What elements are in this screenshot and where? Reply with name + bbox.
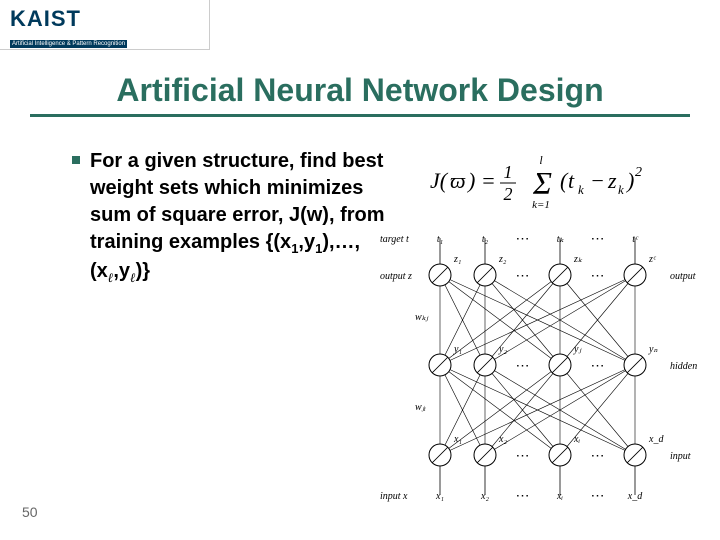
svg-text:input: input <box>670 451 691 462</box>
svg-text:y₂: y₂ <box>498 344 507 355</box>
svg-text:yⱼ: yⱼ <box>573 344 582 355</box>
formula: J( ϖ ) = 1 2 Σ l k=1 ( t k − z k ) 2 <box>430 150 680 216</box>
svg-text:x₂: x₂ <box>480 491 489 502</box>
logo-box: KAIST Artificial Intelligence & Pattern … <box>0 0 210 50</box>
svg-text:⋯: ⋯ <box>591 487 605 503</box>
svg-text:yₙ: yₙ <box>648 344 658 355</box>
bullet-mid3: ,y <box>113 260 130 282</box>
bullet-block: For a given structure, find best weight … <box>90 148 390 286</box>
svg-text:Σ: Σ <box>532 165 552 201</box>
svg-text:wₖⱼ: wₖⱼ <box>415 312 429 323</box>
svg-text:J(: J( <box>430 168 449 193</box>
svg-text:ϖ: ϖ <box>450 168 466 193</box>
bullet-mid1: ,y <box>298 231 315 253</box>
svg-text:z: z <box>607 168 617 193</box>
svg-text:x₁: x₁ <box>453 434 462 445</box>
svg-text:x₁: x₁ <box>435 491 444 502</box>
svg-text:output: output <box>670 271 696 282</box>
svg-text:⋯: ⋯ <box>516 230 530 246</box>
svg-text:tᶜ: tᶜ <box>632 234 639 245</box>
svg-text:x_d: x_d <box>627 491 643 502</box>
svg-text:⋯: ⋯ <box>591 267 605 283</box>
svg-text:t₁: t₁ <box>437 234 443 245</box>
svg-text:input x: input x <box>380 491 408 502</box>
svg-text:k: k <box>618 182 624 197</box>
network-diagram: t₁ t₂ tₖ tᶜ ⋯ ⋯ z₁ z₂ zₖ zᶜ ⋯ ⋯ y₁ y₂ yⱼ yₙ ⋯ ⋯ x₁ x₂ xᵢ x_d ⋯… <box>370 220 710 520</box>
svg-text:⋯: ⋯ <box>591 447 605 463</box>
svg-text:z₂: z₂ <box>498 254 507 265</box>
svg-text:xᵢ: xᵢ <box>573 434 580 445</box>
slide-title: Artificial Neural Network Design <box>0 72 720 109</box>
svg-text:1: 1 <box>504 162 513 182</box>
svg-text:⋯: ⋯ <box>591 357 605 373</box>
title-underline <box>30 114 690 117</box>
svg-text:2: 2 <box>504 184 513 204</box>
svg-text:⋯: ⋯ <box>516 487 530 503</box>
svg-text:t: t <box>568 168 575 193</box>
logo-main: KAIST <box>10 6 199 32</box>
svg-text:xᵢ: xᵢ <box>556 491 563 502</box>
svg-text:zᶜ: zᶜ <box>648 254 657 265</box>
svg-text:target t: target t <box>380 234 409 245</box>
svg-text:x₂: x₂ <box>498 434 507 445</box>
svg-text:k=1: k=1 <box>532 199 550 210</box>
svg-text:wⱼᵢ: wⱼᵢ <box>415 402 426 413</box>
svg-text:⋯: ⋯ <box>516 447 530 463</box>
svg-text:zₖ: zₖ <box>573 254 583 265</box>
svg-text:output z: output z <box>380 271 412 282</box>
svg-text:) =: ) = <box>466 168 496 193</box>
svg-text:2: 2 <box>635 165 642 180</box>
svg-text:−: − <box>590 168 605 193</box>
bullet-icon <box>72 156 80 164</box>
svg-text:z₁: z₁ <box>453 254 461 265</box>
bullet-end: )} <box>136 260 150 282</box>
page-number: 50 <box>22 504 38 520</box>
logo-subtitle: Artificial Intelligence & Pattern Recogn… <box>10 40 127 48</box>
svg-text:tₖ: tₖ <box>557 234 565 245</box>
svg-text:x_d: x_d <box>648 434 664 445</box>
bullet-text: For a given structure, find best weight … <box>90 148 390 286</box>
svg-text:⋯: ⋯ <box>591 230 605 246</box>
svg-text:⋯: ⋯ <box>516 357 530 373</box>
svg-text:⋯: ⋯ <box>516 267 530 283</box>
svg-text:y₁: y₁ <box>453 344 462 355</box>
svg-text:k: k <box>578 182 584 197</box>
formula-svg: J( ϖ ) = 1 2 Σ l k=1 ( t k − z k ) 2 <box>430 150 680 210</box>
svg-text:): ) <box>625 168 634 193</box>
svg-text:hidden: hidden <box>670 361 697 372</box>
svg-text:t₂: t₂ <box>482 234 489 245</box>
